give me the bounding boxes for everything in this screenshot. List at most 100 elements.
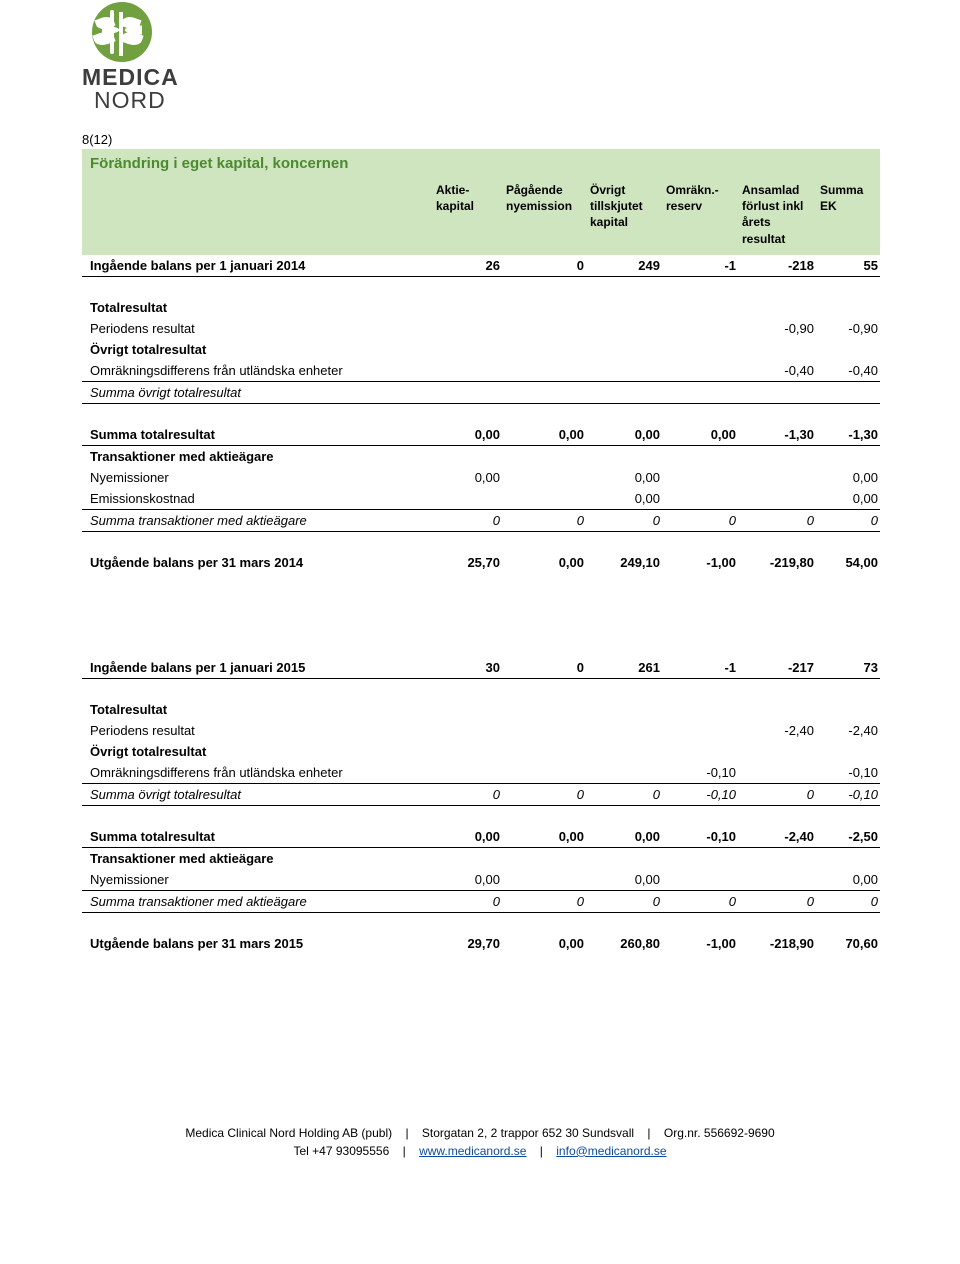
row-label: Emissionskostnad [82, 488, 432, 510]
col-header: SummaEK [816, 178, 880, 255]
cell [662, 318, 738, 339]
cell [432, 488, 502, 510]
row-label: Periodens resultat [82, 720, 432, 741]
row-label: Summa övrigt totalresultat [82, 783, 432, 805]
cell [738, 467, 816, 488]
footer-company: Medica Clinical Nord Holding AB (publ) [185, 1126, 392, 1140]
cell: 55 [816, 255, 880, 277]
cell: -2,40 [738, 826, 816, 848]
footer-orgnr: Org.nr. 556692-9690 [664, 1126, 775, 1140]
cell: -0,10 [662, 762, 738, 784]
row-label: Summa transaktioner med aktieägare [82, 509, 432, 531]
cell [586, 762, 662, 784]
cell: 0 [738, 783, 816, 805]
cell [432, 318, 502, 339]
cell: 0,00 [432, 424, 502, 446]
cell: 0,00 [586, 869, 662, 891]
cell: 0 [432, 509, 502, 531]
footer-address: Storgatan 2, 2 trappor 652 30 Sundsvall [422, 1126, 634, 1140]
cell [586, 360, 662, 382]
cell: 0,00 [586, 467, 662, 488]
equity-table: Förändring i eget kapital, koncernen Akt… [82, 149, 880, 954]
cell [502, 488, 586, 510]
cell: 0,00 [816, 488, 880, 510]
cell: 249,10 [586, 552, 662, 573]
footer: Medica Clinical Nord Holding AB (publ) |… [82, 1124, 878, 1160]
row-label: Summa transaktioner med aktieägare [82, 890, 432, 912]
cell: -0,10 [816, 783, 880, 805]
cell: 0 [502, 657, 586, 679]
section-header: Totalresultat [82, 699, 432, 720]
cell: 0 [432, 890, 502, 912]
cell: 0 [662, 890, 738, 912]
col-header: Omräkn.-reserv [662, 178, 738, 255]
cell [502, 762, 586, 784]
cell [432, 762, 502, 784]
col-header: Pågåendenyemission [502, 178, 586, 255]
table-title: Förändring i eget kapital, koncernen [82, 149, 432, 178]
cell: 70,60 [816, 933, 880, 954]
cell: 0,00 [502, 552, 586, 573]
cell: 0,00 [586, 424, 662, 446]
cell: 0 [662, 509, 738, 531]
cell [662, 467, 738, 488]
cell: 0,00 [816, 869, 880, 891]
cell [738, 762, 816, 784]
row-label: Summa totalresultat [82, 424, 432, 446]
cell: 0 [738, 890, 816, 912]
logo-text-2: NORD [94, 87, 207, 114]
page-number: 8(12) [82, 132, 878, 147]
col-header: Övrigttillskjutetkapital [586, 178, 662, 255]
col-header: Aktie-kapital [432, 178, 502, 255]
cell [502, 869, 586, 891]
cell: -2,40 [738, 720, 816, 741]
footer-url-link[interactable]: www.medicanord.se [419, 1144, 526, 1158]
cell: -1 [662, 255, 738, 277]
cell: -1,30 [816, 424, 880, 446]
cell [586, 318, 662, 339]
section-header: Totalresultat [82, 297, 432, 318]
cell [502, 360, 586, 382]
cell: 0 [816, 890, 880, 912]
cell: -0,10 [662, 783, 738, 805]
cell: 54,00 [816, 552, 880, 573]
cell [738, 488, 816, 510]
cell [502, 467, 586, 488]
cell: -1,00 [662, 552, 738, 573]
cell: 0 [816, 509, 880, 531]
cell: 0 [586, 890, 662, 912]
cell: -1,30 [738, 424, 816, 446]
cell: 0 [502, 509, 586, 531]
leaf-icon [92, 2, 152, 62]
cell [738, 869, 816, 891]
cell: 0 [502, 255, 586, 277]
cell: -2,40 [816, 720, 880, 741]
cell: -0,10 [816, 762, 880, 784]
row-label: Nyemissioner [82, 869, 432, 891]
cell: -0,90 [816, 318, 880, 339]
cell: 0,00 [586, 488, 662, 510]
cell: 0 [586, 509, 662, 531]
row-label: Periodens resultat [82, 318, 432, 339]
cell: -0,40 [816, 360, 880, 382]
cell [432, 360, 502, 382]
section-header: Transaktioner med aktieägare [82, 445, 432, 467]
footer-tel: Tel +47 93095556 [293, 1144, 389, 1158]
row-label: Summa totalresultat [82, 826, 432, 848]
row-label: Ingående balans per 1 januari 2014 [82, 255, 432, 277]
cell: -218,90 [738, 933, 816, 954]
cell [502, 720, 586, 741]
cell: 0 [502, 890, 586, 912]
cell: 25,70 [432, 552, 502, 573]
cell: 0,00 [502, 826, 586, 848]
logo: MEDICA NORD [82, 2, 207, 122]
cell: 0,00 [502, 424, 586, 446]
cell: -1 [662, 657, 738, 679]
cell: 0 [586, 783, 662, 805]
cell: 249 [586, 255, 662, 277]
cell: 30 [432, 657, 502, 679]
footer-email-link[interactable]: info@medicanord.se [556, 1144, 666, 1158]
cell [662, 488, 738, 510]
cell: -218 [738, 255, 816, 277]
cell: -2,50 [816, 826, 880, 848]
